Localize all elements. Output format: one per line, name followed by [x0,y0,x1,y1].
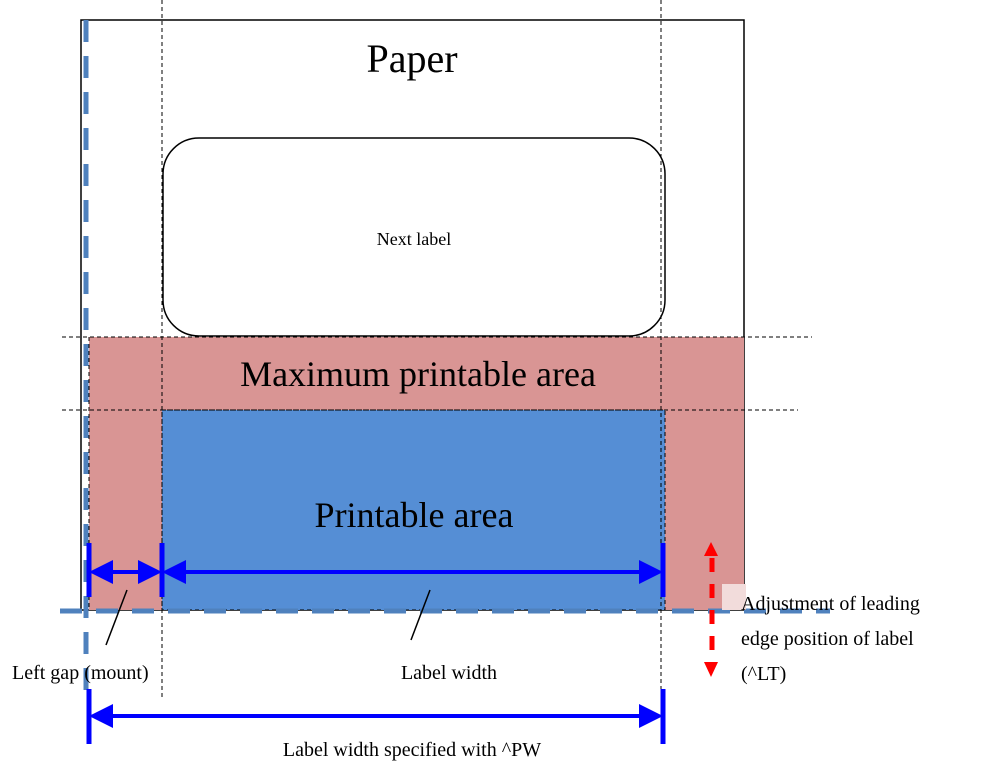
next-label-text: Next label [377,229,451,249]
adjust-text-background [722,584,746,610]
paper-label: Paper [366,36,457,81]
adjustment-text-line3: (^LT) [741,663,786,685]
next-label-shape [162,137,666,337]
printable-area-label: Printable area [315,495,514,535]
left-gap-leader [105,589,128,646]
adjustment-text-line1: Adjustment of leading [741,593,920,615]
adjustment-text-line2: edge position of label [741,628,914,650]
printable-area-outline [161,409,666,611]
adjust-arrow-down-head [704,662,718,677]
label-width-label: Label width [401,662,497,684]
left-gap-label: Left gap (mount) [12,662,149,684]
pw-label: Label width specified with ^PW [283,739,541,761]
label-width-leader [410,589,431,641]
adjust-arrow-up-head [704,542,718,556]
max-printable-area-label: Maximum printable area [240,354,596,394]
